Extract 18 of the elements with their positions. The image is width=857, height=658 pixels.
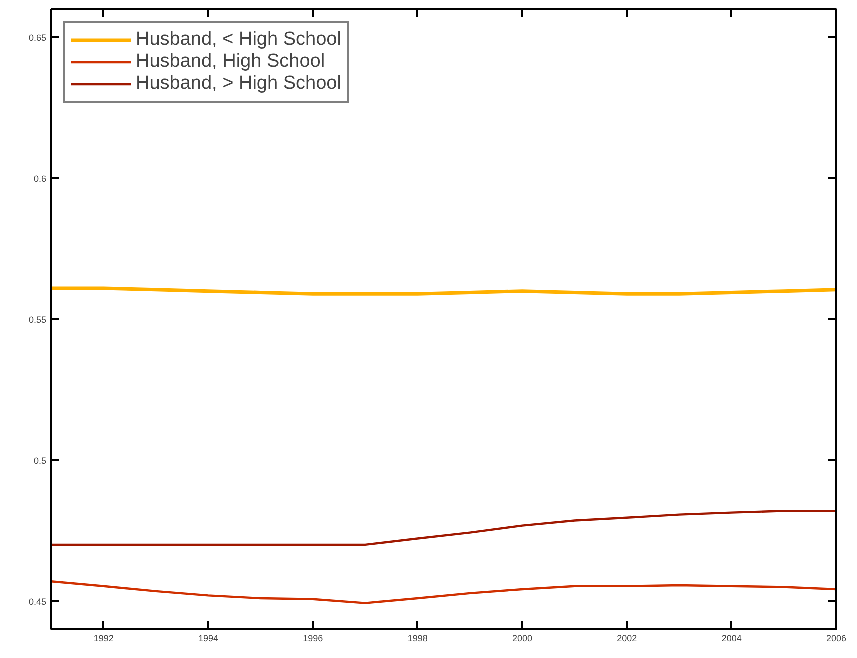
y-tick-label: 0.45 — [28, 596, 47, 607]
y-tick-label: 0.65 — [28, 33, 47, 44]
line-series — [52, 510, 836, 546]
y-tick-label: 0.5 — [34, 456, 47, 466]
x-tick-label: 1998 — [408, 634, 428, 644]
x-tick-label: 2004 — [722, 634, 742, 644]
legend-label: Husband, High School — [136, 51, 326, 73]
x-tick-label: 2006 — [826, 634, 847, 644]
x-tick-label: 1994 — [198, 634, 219, 644]
x-tick-label: 1992 — [94, 634, 114, 644]
x-tick-label: 2002 — [617, 634, 638, 644]
y-tick-label: 0.6 — [34, 174, 47, 184]
legend-label: Husband, > High School — [136, 73, 342, 95]
y-tick-label: 0.55 — [28, 315, 47, 325]
x-tick-label: 1996 — [303, 634, 324, 644]
x-tick-label: 2000 — [512, 634, 533, 644]
legend-label: Husband, < High School — [136, 29, 342, 51]
line-series — [52, 580, 836, 604]
